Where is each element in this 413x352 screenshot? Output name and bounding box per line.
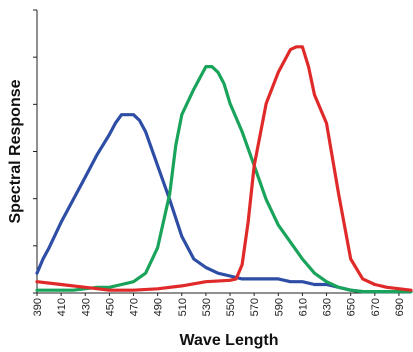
plot-area [33, 9, 411, 294]
x-tick-label: 610 [297, 298, 309, 316]
x-tick-label: 530 [201, 298, 213, 316]
series-layer [35, 45, 413, 294]
x-tick-label: 510 [177, 298, 189, 316]
x-tick-label: 490 [153, 298, 165, 316]
series-line-2 [35, 65, 413, 294]
x-tick-label: 590 [273, 298, 285, 316]
x-tick-label: 390 [32, 298, 44, 316]
x-tick-label: 550 [225, 298, 237, 316]
x-tick-label: 470 [129, 298, 141, 316]
x-tick-label: 670 [370, 298, 382, 316]
x-tick-label: 570 [249, 298, 261, 316]
x-axis-title: Wave Length [180, 332, 279, 349]
series-line-3 [35, 45, 413, 292]
x-tick-label: 450 [104, 298, 116, 316]
x-tick-label: 410 [56, 298, 68, 316]
x-tick-label: 630 [322, 298, 334, 316]
x-tick-label: 650 [346, 298, 358, 316]
x-tick-label: 690 [394, 298, 406, 316]
x-tick-label: 430 [80, 298, 92, 316]
x-ticks: 390 410 430 450 470 490 510 530 550 570 590 610 630 6… [32, 293, 406, 316]
y-axis-title: Spectral Response [7, 79, 24, 223]
